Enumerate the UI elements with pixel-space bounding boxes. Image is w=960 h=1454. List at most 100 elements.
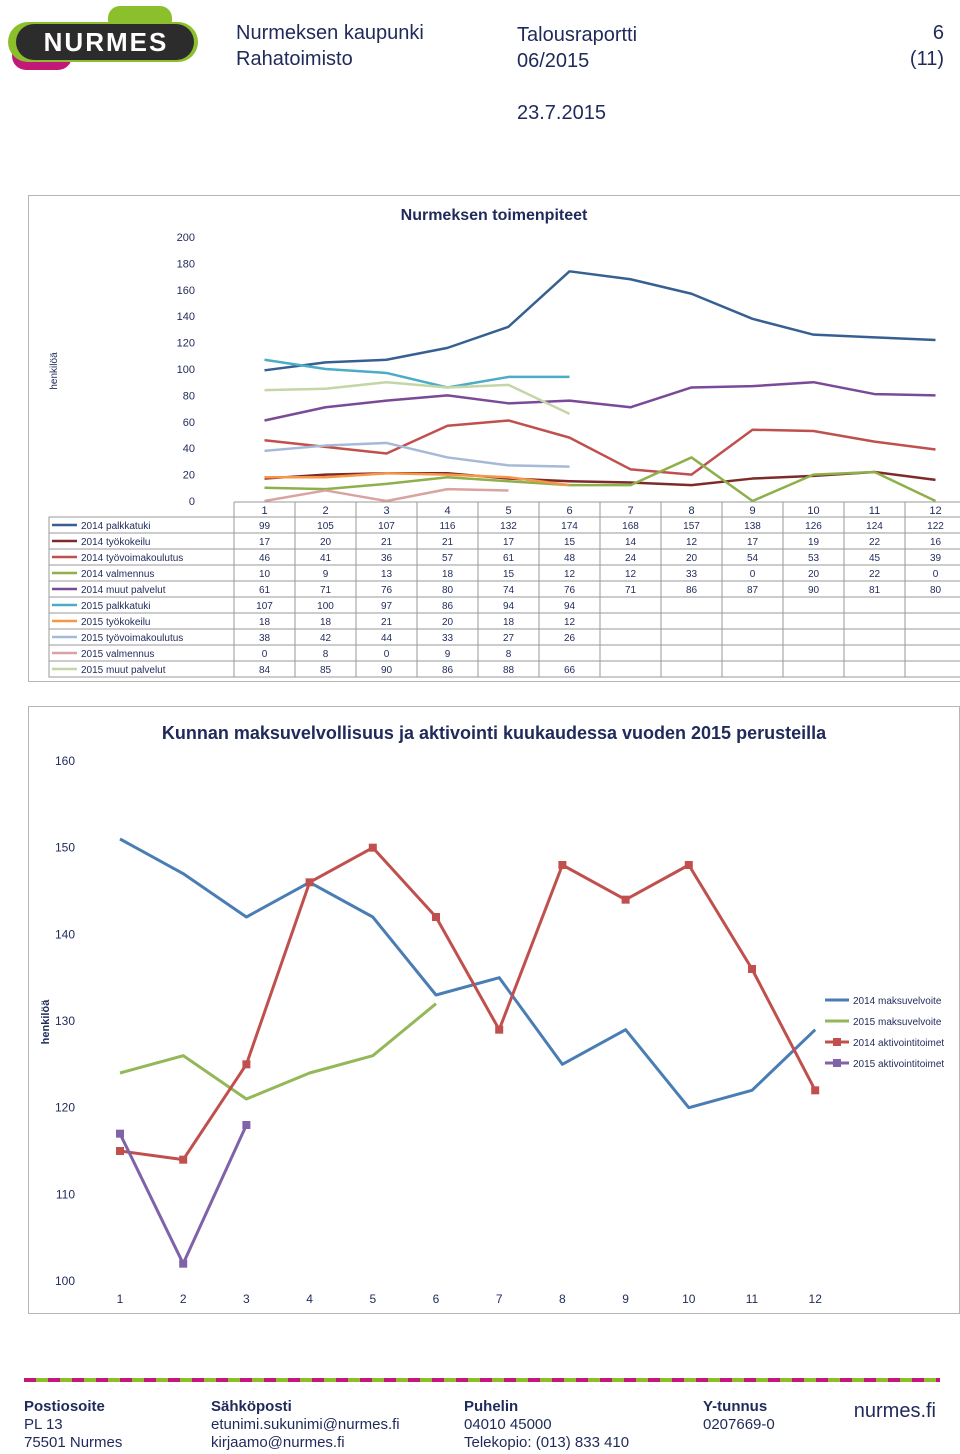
y-tick-label: 110 — [56, 1187, 75, 1201]
data-table-cell: 0 — [262, 649, 268, 660]
data-table-cell: 17 — [747, 537, 759, 548]
data-table-cell: 105 — [317, 521, 334, 532]
y-tick-label: 180 — [177, 258, 195, 270]
x-tick-label: 5 — [505, 505, 511, 517]
y-tick-label: 160 — [177, 285, 195, 297]
data-table-cell: 97 — [381, 601, 393, 612]
data-table-cell: 74 — [503, 585, 515, 596]
legend-label-3: 2014 työvoimakoulutus — [81, 553, 183, 564]
chart-title: Kunnan maksuvelvollisuus ja aktivointi k… — [162, 723, 827, 743]
data-table-cell: 90 — [381, 665, 393, 676]
data-table-cell: 44 — [381, 633, 393, 644]
data-table-cell: 20 — [808, 569, 820, 580]
legend-label-9: 2015 valmennus — [81, 649, 154, 660]
data-table-cell: 107 — [378, 521, 395, 532]
org-line2: Rahatoimisto — [236, 48, 353, 70]
series-3-marker — [305, 878, 314, 887]
footer-website[interactable]: nurmes.fi — [853, 1400, 936, 1422]
data-table-cell: 76 — [564, 585, 576, 596]
data-table-cell: 9 — [445, 649, 451, 660]
data-table-cell: 57 — [442, 553, 454, 564]
y-tick-label: 0 — [189, 496, 195, 508]
data-table-cell: 53 — [808, 553, 820, 564]
data-table-cell: 36 — [381, 553, 393, 564]
data-table-cell: 174 — [561, 521, 578, 532]
footer-email-line1[interactable]: etunimi.sukunimi@nurmes.fi — [211, 1416, 400, 1433]
footer-phone-head: Puhelin — [464, 1398, 519, 1415]
data-table-cell: 41 — [320, 553, 332, 564]
footer-postal: Postiosoite PL 13 75501 Nurmes — [24, 1398, 122, 1452]
data-table-cell: 33 — [686, 569, 698, 580]
y-axis-label: henkilöä — [49, 352, 60, 390]
data-table-cell: 18 — [320, 617, 332, 628]
logo: NURMES — [8, 6, 198, 74]
y-tick-label: 140 — [55, 927, 75, 941]
footer-postal-line2: 75501 Nurmes — [24, 1434, 123, 1451]
report-line1: Talousraportti — [517, 24, 638, 46]
data-table-cell: 45 — [869, 553, 881, 564]
footer-email-head: Sähköposti — [211, 1398, 292, 1415]
data-table-cell: 12 — [686, 537, 698, 548]
y-tick-label: 40 — [183, 443, 195, 455]
footer-phone-line2: Telekopio: (013) 833 410 — [464, 1434, 630, 1451]
data-table-cell: 15 — [503, 569, 515, 580]
footer-divider — [24, 1378, 940, 1382]
x-tick-label: 10 — [682, 1292, 696, 1306]
y-tick-label: 80 — [183, 390, 195, 402]
legend-marker-4 — [833, 1059, 841, 1067]
series-line-3 — [119, 846, 817, 1162]
data-table-cell: 107 — [256, 601, 273, 612]
x-tick-label: 7 — [496, 1292, 503, 1306]
data-table-cell: 14 — [625, 537, 637, 548]
data-table-cell: 0 — [933, 569, 939, 580]
data-table-cell: 38 — [259, 633, 271, 644]
data-table-cell: 54 — [747, 553, 759, 564]
data-table-cell: 90 — [808, 585, 820, 596]
series-line-9 — [264, 487, 509, 503]
report-line2: 06/2015 — [517, 50, 590, 72]
series-line-7 — [264, 472, 570, 487]
data-table-cell: 61 — [503, 553, 515, 564]
data-table-cell: 71 — [320, 585, 332, 596]
footer-email-line2[interactable]: kirjaamo@nurmes.fi — [211, 1434, 345, 1451]
x-tick-label: 8 — [688, 505, 694, 517]
logo-text: NURMES — [44, 27, 169, 57]
legend-label-1: 2014 palkkatuki — [81, 521, 151, 532]
data-table-cell: 20 — [686, 553, 698, 564]
footer-ytunnus-head: Y-tunnus — [703, 1398, 768, 1415]
chart-title: Nurmeksen toimenpiteet — [401, 207, 588, 224]
org-name: Nurmeksen kaupunki Rahatoimisto — [236, 20, 424, 72]
legend-label-2: 2014 työkokeilu — [81, 537, 151, 548]
data-table-cell: 48 — [564, 553, 576, 564]
data-table-cell: 132 — [500, 521, 517, 532]
data-table-cell: 66 — [564, 665, 576, 676]
series-3-marker — [748, 965, 756, 973]
logo-graphic: NURMES — [8, 6, 198, 70]
x-tick-label: 11 — [869, 505, 880, 517]
series-3-marker — [495, 1025, 504, 1034]
report-date: 23.7.2015 — [517, 102, 606, 124]
x-tick-label: 1 — [261, 505, 267, 517]
x-tick-label: 7 — [627, 505, 633, 517]
x-tick-label: 11 — [746, 1292, 759, 1306]
footer-phone: Puhelin 04010 45000 Telekopio: (013) 833… — [464, 1398, 629, 1452]
x-tick-label: 6 — [433, 1292, 440, 1306]
data-table-cell: 17 — [503, 537, 515, 548]
data-table-cell: 21 — [381, 537, 393, 548]
data-table-cell: 12 — [564, 617, 576, 628]
x-tick-label: 10 — [807, 505, 819, 517]
y-tick-label: 200 — [177, 232, 195, 244]
x-tick-label: 4 — [444, 505, 450, 517]
series-line-2 — [119, 1002, 437, 1101]
data-table-cell: 138 — [744, 521, 761, 532]
x-tick-label: 1 — [117, 1292, 124, 1306]
legend-label-10: 2015 muut palvelut — [81, 665, 166, 676]
data-table-cell: 86 — [686, 585, 698, 596]
data-table-cell: 86 — [442, 601, 454, 612]
data-table-cell: 124 — [866, 521, 883, 532]
data-table-cell: 80 — [930, 585, 942, 596]
y-tick-label: 140 — [177, 311, 195, 323]
x-tick-label: 12 — [809, 1292, 823, 1306]
data-table-cell: 122 — [927, 521, 944, 532]
series-line-1 — [119, 837, 817, 1110]
